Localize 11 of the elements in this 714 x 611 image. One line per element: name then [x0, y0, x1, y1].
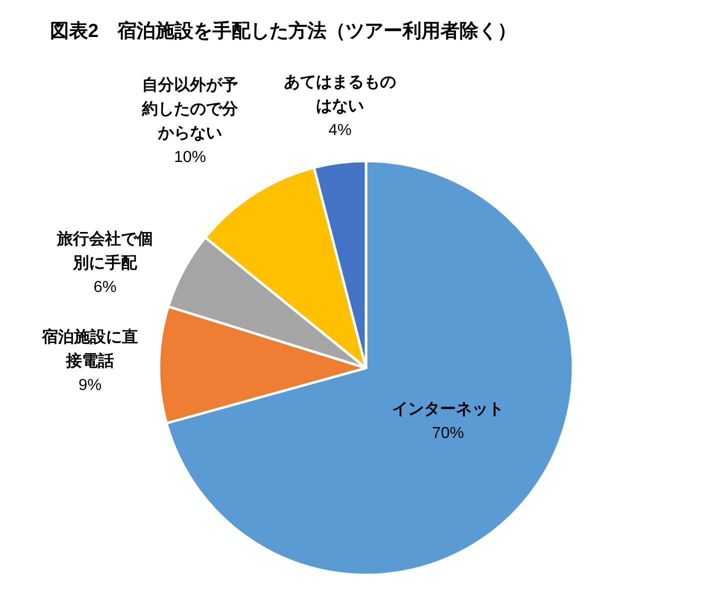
slice-label: 宿泊施設に直接電話 — [41, 327, 138, 370]
slice-label: 旅行会社で個別に手配 — [56, 230, 153, 272]
slice-label: あてはまるものはない — [284, 74, 396, 115]
data-label: 9% — [78, 377, 102, 394]
slice-label: インターネット — [392, 401, 504, 418]
chart-title: 図表2 宿泊施設を手配した方法（ツアー利用者除く） — [50, 20, 517, 42]
data-label: 6% — [93, 279, 117, 296]
data-label: 70% — [432, 425, 464, 442]
slice-label: 自分以外が予約したので分からない — [141, 76, 239, 142]
data-label: 4% — [328, 122, 352, 139]
data-label: 10% — [174, 149, 206, 166]
